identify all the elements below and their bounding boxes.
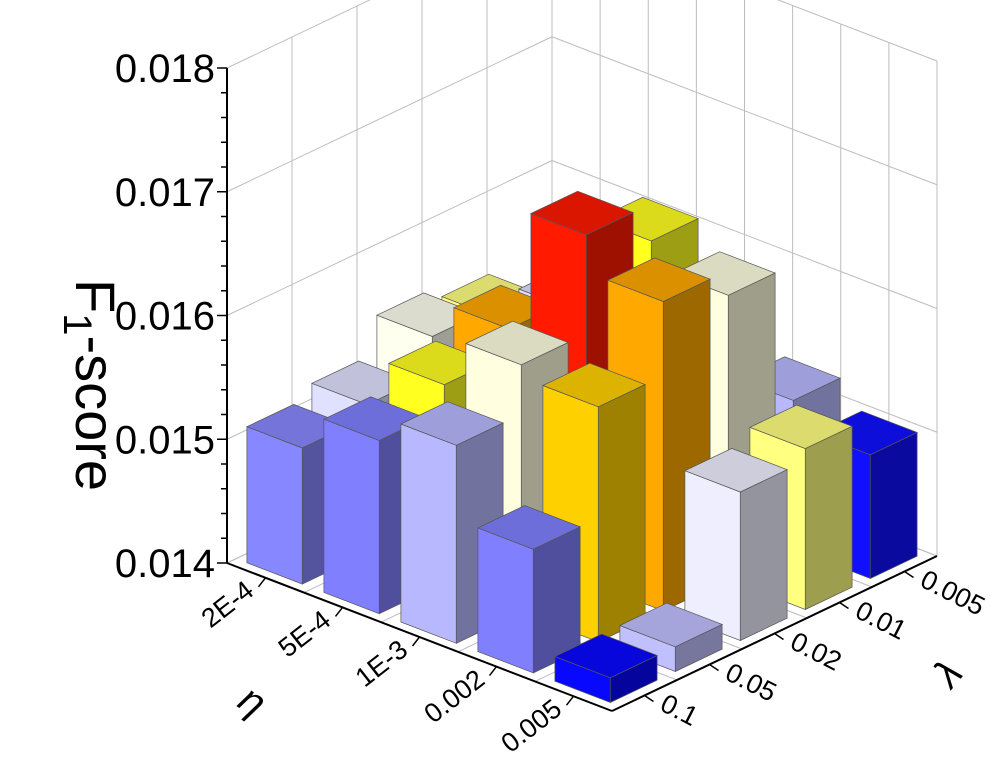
bar-front-face: [323, 418, 380, 615]
bar-side-face: [739, 469, 788, 642]
z-tick-label: 0.017: [115, 171, 215, 215]
side-wall-hgrid: [226, 36, 553, 193]
lambda-tick: [904, 570, 914, 579]
bar-side-face: [869, 431, 918, 580]
lambda-tick-label: 0.05: [721, 657, 781, 708]
bar-front-face: [400, 423, 457, 644]
bar-top-face: [542, 362, 646, 408]
side-wall-hgrid: [226, 160, 553, 316]
back-wall-hgrid: [551, 36, 938, 186]
lambda-tick: [709, 663, 719, 672]
bar-0.005-0.05: [619, 602, 723, 673]
bar-top-face: [749, 404, 853, 449]
bar-top-face: [619, 602, 723, 648]
bar-front-face: [477, 527, 534, 674]
side-wall-hgrid: [226, 0, 371, 69]
eta-tick: [334, 606, 344, 617]
eta-tick-label: 5E-4: [273, 604, 336, 663]
bar-top-face: [607, 257, 711, 302]
eta-tick-label: 0.005: [495, 693, 567, 758]
lambda-tick-label: 0.02: [786, 626, 846, 677]
lambda-tick: [774, 632, 784, 641]
bar-front-face: [246, 426, 303, 585]
bar-side-face: [597, 383, 646, 643]
bar-top-face: [477, 505, 581, 550]
eta-tick: [565, 695, 575, 706]
eta-axis-label: η: [231, 677, 274, 726]
bar-top-face: [465, 320, 569, 366]
eta-tick-label: 1E-3: [350, 634, 413, 693]
back-wall-hgrid: [551, 160, 938, 309]
z-tick-label: 0.018: [115, 47, 215, 91]
z-tick-label: 0.015: [115, 418, 215, 462]
bar-side-face: [804, 425, 853, 611]
eta-tick: [411, 636, 421, 647]
bar-0.005-0.1: [554, 633, 658, 704]
bar-top-face: [530, 190, 634, 236]
bar-top-face: [684, 448, 788, 493]
bar-0.005-0.02: [684, 448, 788, 642]
back-wall-hgrid: [776, 0, 938, 62]
z-tick-label: 0.014: [115, 542, 215, 586]
z-axis-label: F1-score: [55, 279, 127, 491]
eta-tick-label: 0.002: [418, 664, 490, 729]
z-tick-label: 0.016: [115, 295, 215, 339]
lambda-tick-label: 0.005: [916, 564, 990, 621]
lambda-axis-label: λ: [924, 652, 972, 697]
bar-top-face: [554, 633, 658, 679]
lambda-tick: [839, 601, 849, 610]
bars-layer: [246, 190, 918, 704]
bar-0.002-0.1: [477, 505, 581, 674]
bar-top-face: [400, 401, 504, 446]
lambda-tick-label: 0.1: [656, 688, 703, 732]
lambda-tick: [644, 694, 654, 703]
eta-tick: [488, 666, 498, 677]
lambda-tick-label: 0.01: [851, 595, 911, 646]
eta-tick: [257, 577, 267, 588]
